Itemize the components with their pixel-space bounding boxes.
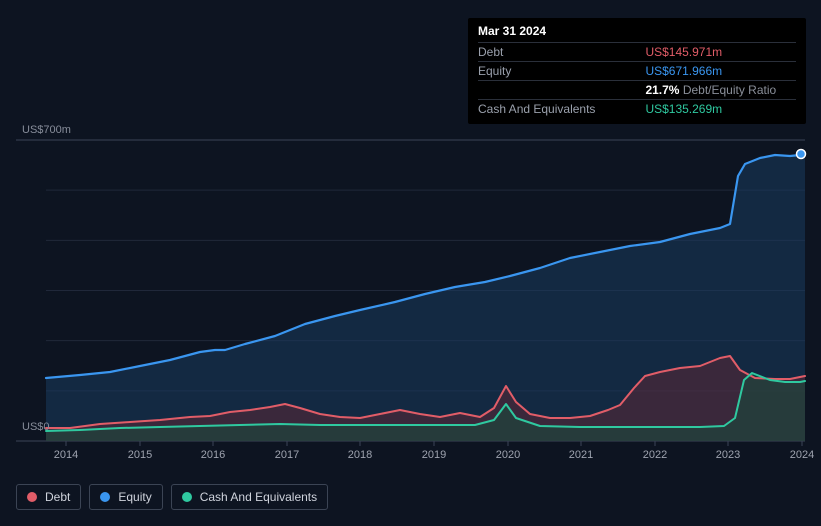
x-tick-label: 2022 (635, 449, 675, 461)
x-tick-label: 2017 (267, 449, 307, 461)
legend-label: Debt (45, 490, 70, 504)
legend-item-cash[interactable]: Cash And Equivalents (171, 484, 328, 510)
debt-dot-icon (27, 492, 37, 502)
x-tick-label: 2018 (340, 449, 380, 461)
legend-item-debt[interactable]: Debt (16, 484, 81, 510)
x-tick-label: 2015 (120, 449, 160, 461)
tooltip-label: Equity (478, 62, 645, 81)
legend: Debt Equity Cash And Equivalents (16, 484, 328, 510)
legend-item-equity[interactable]: Equity (89, 484, 162, 510)
tooltip-label: Debt (478, 43, 645, 62)
x-tick-label: 2016 (193, 449, 233, 461)
cash-dot-icon (182, 492, 192, 502)
tooltip-title: Mar 31 2024 (478, 24, 796, 38)
tooltip: Mar 31 2024 DebtUS$145.971m EquityUS$671… (468, 18, 806, 124)
tooltip-label (478, 81, 645, 100)
tooltip-label: Cash And Equivalents (478, 100, 645, 119)
tooltip-value: US$145.971m (645, 43, 796, 62)
tooltip-value: US$671.966m (645, 62, 796, 81)
tooltip-value: US$135.269m (645, 100, 796, 119)
y-tick-label: US$700m (22, 124, 71, 136)
x-tick-label: 2021 (561, 449, 601, 461)
y-tick-label: US$0 (22, 421, 50, 433)
equity-end-marker (797, 150, 806, 159)
x-tick-label: 2024 (782, 449, 821, 461)
legend-label: Equity (118, 490, 151, 504)
x-tick-label: 2023 (708, 449, 748, 461)
x-tick-label: 2020 (488, 449, 528, 461)
tooltip-value: 21.7% Debt/Equity Ratio (645, 81, 796, 100)
x-tick-label: 2014 (46, 449, 86, 461)
x-tick-label: 2019 (414, 449, 454, 461)
legend-label: Cash And Equivalents (200, 490, 317, 504)
equity-dot-icon (100, 492, 110, 502)
